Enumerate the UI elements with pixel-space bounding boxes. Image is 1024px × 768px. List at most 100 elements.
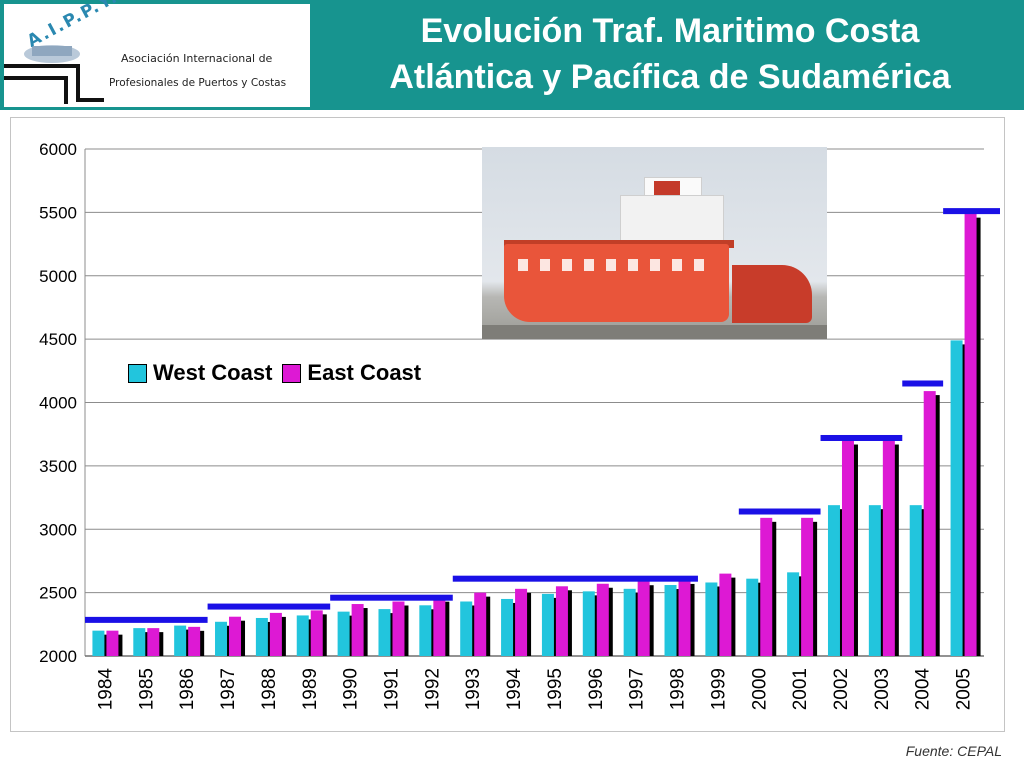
bar-east-coast (596, 583, 609, 656)
bar-east-coast (392, 601, 405, 656)
logo: A.I.P.P.Y.C. Asociación Internacional de… (4, 0, 310, 107)
dock (482, 325, 827, 339)
x-tick-label: 1993 (463, 668, 484, 710)
x-tick-label: 1995 (545, 668, 566, 710)
trend-segment (902, 380, 944, 387)
legend-swatch-east (282, 363, 302, 383)
x-tick-label: 1994 (504, 668, 525, 711)
bar-east-coast (841, 440, 854, 656)
ship-bow (732, 265, 812, 323)
bar-east-coast (433, 597, 446, 656)
bar-west-coast (541, 593, 554, 656)
bar-west-coast (460, 601, 473, 656)
bar-west-coast (92, 630, 105, 656)
title-line-2: Atlántica y Pacífica de Sudamérica (389, 58, 951, 96)
x-tick-label: 1985 (136, 668, 157, 710)
x-tick-label: 1992 (422, 668, 443, 710)
legend-label-west: West Coast (153, 360, 273, 385)
bar-west-coast (623, 588, 636, 656)
legend-item-east: East Coast (282, 360, 421, 386)
x-tick-label: 2000 (749, 668, 770, 710)
bar-east-coast (106, 630, 119, 656)
bar-west-coast (827, 505, 840, 656)
trend-segment (330, 594, 453, 601)
x-tick-label: 1991 (381, 668, 402, 710)
bar-west-coast (255, 617, 268, 656)
bar-east-coast (147, 628, 160, 656)
x-tick-label: 1987 (218, 668, 239, 710)
x-tick-label: 2003 (872, 668, 893, 710)
x-tick-label: 1999 (708, 668, 729, 710)
trend-segment (738, 508, 821, 515)
bar-east-coast (923, 391, 936, 656)
bar-east-coast (310, 610, 323, 656)
trend-segment (820, 434, 903, 441)
bar-east-coast (964, 213, 977, 656)
bar-west-coast (378, 609, 391, 656)
bar-east-coast (801, 517, 814, 656)
bar-east-coast (515, 588, 528, 656)
trend-segment (85, 616, 208, 623)
trend-segment (207, 603, 331, 610)
bar-west-coast (133, 628, 146, 656)
bar-west-coast (296, 615, 309, 656)
bar-west-coast (787, 572, 800, 656)
x-tick-label: 2002 (831, 668, 852, 710)
bar-east-coast (351, 604, 364, 656)
y-tick-label: 4000 (39, 394, 77, 413)
bar-west-coast (950, 340, 963, 656)
ship-hull (504, 244, 729, 322)
ship-photo (482, 147, 827, 339)
bar-west-coast (868, 505, 881, 656)
bar-west-coast (501, 598, 514, 656)
legend-item-west: West Coast (128, 360, 272, 386)
bar-east-coast (760, 517, 773, 656)
slide-title: Evolución Traf. Maritimo Costa Atlántica… (320, 8, 1020, 100)
logo-org-line2: Profesionales de Puertos y Costas (109, 77, 287, 89)
y-tick-label: 4500 (39, 330, 77, 349)
y-tick-label: 5000 (39, 267, 77, 286)
trend-segment (943, 208, 1000, 215)
bar-west-coast (337, 611, 350, 656)
x-tick-label: 2001 (790, 668, 811, 710)
x-tick-label: 1996 (586, 668, 607, 710)
title-line-1: Evolución Traf. Maritimo Costa (420, 12, 920, 50)
x-tick-label: 1989 (300, 668, 321, 710)
bar-east-coast (474, 592, 487, 656)
x-tick-label: 1998 (668, 668, 689, 710)
bar-east-coast (719, 573, 732, 656)
y-tick-label: 3000 (39, 520, 77, 539)
bar-west-coast (909, 505, 922, 656)
bar-west-coast (582, 591, 595, 656)
bar-west-coast (174, 625, 187, 656)
bar-east-coast (678, 579, 691, 656)
ship-openings (518, 259, 708, 271)
y-tick-label: 5500 (39, 203, 77, 222)
bar-west-coast (419, 605, 432, 656)
bar-west-coast (664, 585, 677, 656)
source-note: Fuente: CEPAL (905, 743, 1002, 759)
x-tick-label: 2005 (954, 668, 975, 710)
x-tick-label: 1990 (341, 668, 362, 710)
bar-west-coast (705, 582, 718, 656)
legend-swatch-west (128, 363, 147, 383)
x-tick-label: 1997 (627, 668, 648, 710)
bar-east-coast (188, 626, 201, 656)
bar-east-coast (555, 586, 568, 656)
logo-org-line1: Asociación Internacional de (121, 52, 273, 65)
ship-funnel (654, 181, 680, 195)
x-tick-label: 1984 (95, 668, 116, 711)
legend-label-east: East Coast (307, 360, 422, 385)
chart-legend: West Coast East Coast (128, 360, 431, 386)
x-tick-label: 2004 (913, 668, 934, 711)
y-tick-label: 3500 (39, 457, 77, 476)
bar-west-coast (746, 578, 759, 656)
bar-west-coast (215, 621, 228, 656)
y-tick-label: 2500 (39, 584, 77, 603)
bar-east-coast (269, 612, 282, 656)
y-tick-label: 2000 (39, 647, 77, 666)
bar-east-coast (229, 616, 242, 656)
trend-segment (452, 575, 698, 582)
y-tick-label: 6000 (39, 140, 77, 159)
